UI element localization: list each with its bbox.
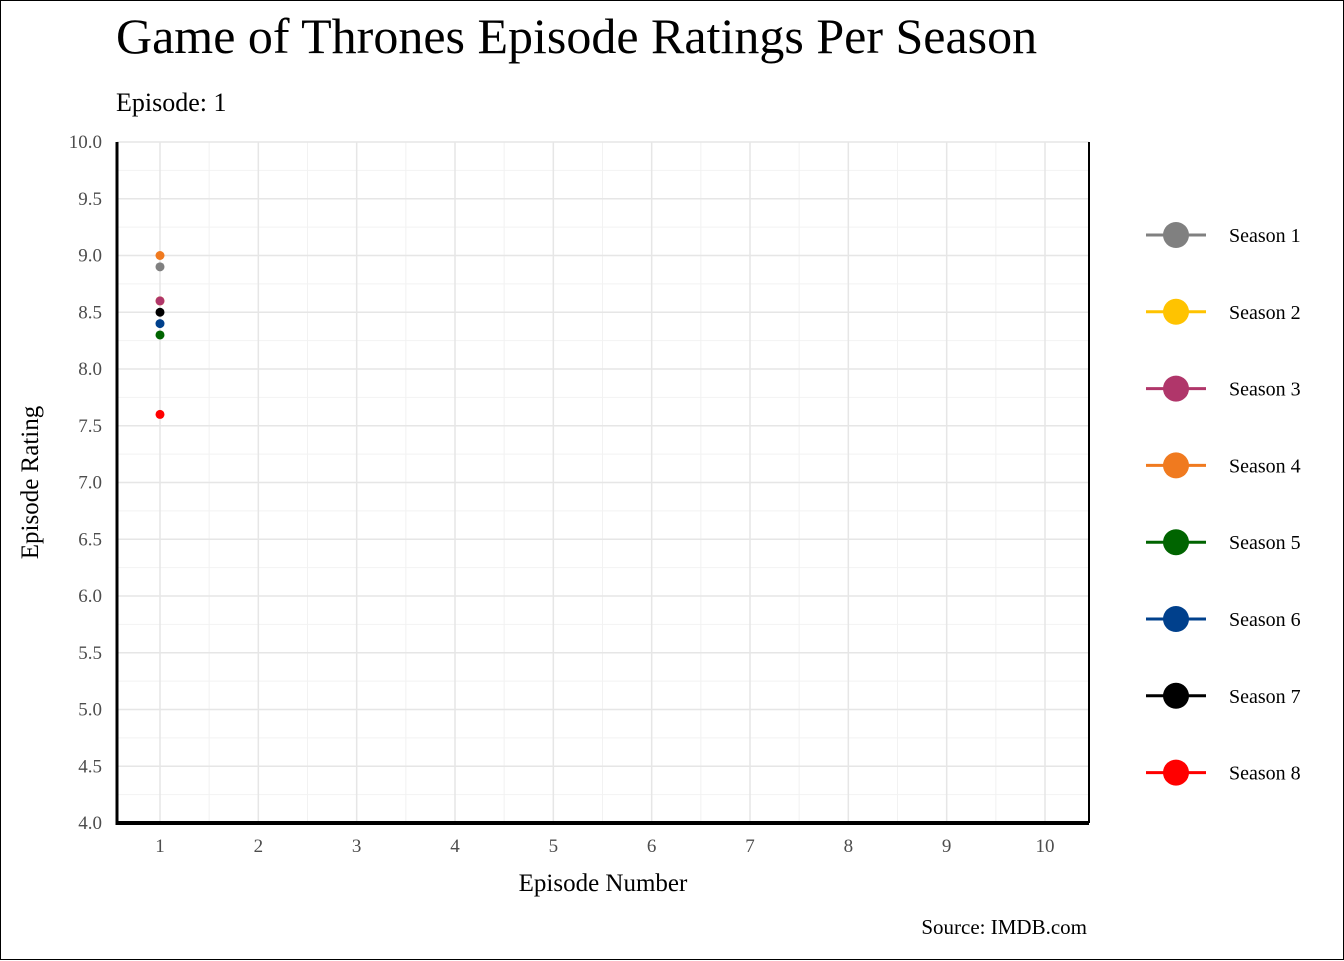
legend-label: Season 1 [1229,225,1301,247]
y-tick-label: 5.0 [78,700,102,721]
legend-key-marker [1163,222,1189,248]
y-tick-label: 4.5 [78,756,102,777]
legend-label: Season 7 [1229,686,1301,708]
data-point [155,307,165,317]
legend-label: Season 2 [1229,302,1301,324]
y-tick-label: 4.0 [78,813,102,834]
legend-label: Season 3 [1229,379,1301,401]
y-tick-label: 7.0 [78,473,102,494]
legend-label: Season 6 [1229,609,1301,631]
y-tick-label: 8.0 [78,359,102,380]
x-tick-label: 4 [450,836,460,857]
data-point [155,319,165,329]
chart-subtitle: Episode: 1 [116,88,227,117]
legend-key-marker [1163,529,1189,556]
chart-title: Game of Thrones Episode Ratings Per Seas… [116,8,1038,64]
x-axis-title: Episode Number [519,870,688,897]
legend-label: Season 8 [1229,763,1301,785]
x-tick-label: 7 [745,836,755,857]
x-tick-label: 2 [254,836,264,857]
legend-label: Season 5 [1229,532,1301,554]
x-tick-label: 1 [155,836,165,857]
x-tick-label: 10 [1036,836,1055,857]
y-tick-label: 7.5 [78,416,102,437]
x-tick-label: 6 [647,836,657,857]
data-point [155,409,165,419]
x-tick-label: 9 [942,836,952,857]
data-point [155,251,165,260]
y-tick-label: 9.0 [78,246,102,267]
y-axis-title: Episode Rating [17,405,44,559]
data-point [155,262,165,272]
chart-caption: Source: IMDB.com [921,915,1087,939]
legend-key-marker [1163,606,1189,632]
y-tick-label: 10.0 [69,132,102,153]
x-tick-label: 3 [352,836,362,857]
y-tick-label: 9.5 [78,189,102,210]
legend-key-marker [1163,298,1189,325]
y-tick-label: 8.5 [78,302,102,323]
legend-key-marker [1163,682,1189,709]
y-tick-label: 5.5 [78,643,102,664]
legend-key-marker [1163,452,1189,479]
data-point [155,330,165,340]
legend-label: Season 4 [1229,455,1301,477]
x-tick-label: 8 [844,836,854,857]
y-tick-label: 6.0 [78,586,102,607]
data-point [155,296,165,306]
y-tick-label: 6.5 [78,529,102,550]
legend-key-marker [1163,759,1189,786]
legend-key-marker [1163,375,1189,402]
x-tick-label: 5 [549,836,559,857]
